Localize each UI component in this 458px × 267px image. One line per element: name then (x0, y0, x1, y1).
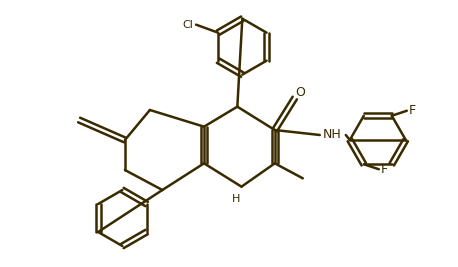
Text: Cl: Cl (183, 20, 194, 30)
Text: NH: NH (322, 128, 341, 142)
Text: F: F (381, 163, 388, 176)
Text: H: H (232, 194, 240, 204)
Text: F: F (409, 104, 416, 117)
Text: O: O (295, 87, 305, 100)
